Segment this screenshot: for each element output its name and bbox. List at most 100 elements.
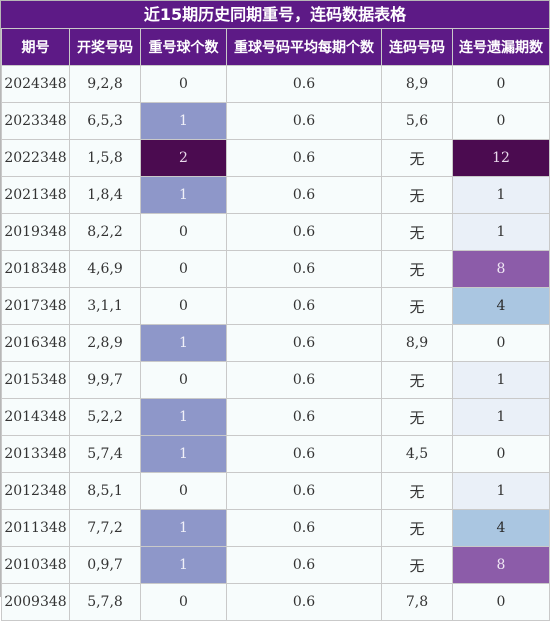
repeat-cell: 1 bbox=[140, 176, 227, 214]
table-row: 2012348 8,5,1 0 0.6 无 1 bbox=[1, 472, 550, 510]
numbers-cell: 9,9,7 bbox=[69, 361, 141, 399]
numbers-cell: 8,2,2 bbox=[69, 213, 141, 251]
gap-cell: 1 bbox=[452, 213, 550, 251]
gap-cell: 0 bbox=[452, 65, 550, 103]
avg-cell: 0.6 bbox=[226, 472, 382, 510]
consec-cell: 无 bbox=[381, 398, 453, 436]
repeat-cell: 0 bbox=[140, 65, 227, 103]
numbers-cell: 5,7,8 bbox=[69, 583, 141, 621]
avg-cell: 0.6 bbox=[226, 65, 382, 103]
avg-cell: 0.6 bbox=[226, 324, 382, 362]
table-row: 2015348 9,9,7 0 0.6 无 1 bbox=[1, 361, 550, 399]
header-consecutive-gap: 连号遗漏期数 bbox=[452, 28, 550, 66]
table-row: 2024348 9,2,8 0 0.6 8,9 0 bbox=[1, 65, 550, 103]
header-consecutive: 连码号码 bbox=[381, 28, 453, 66]
table-row: 2009348 5,7,8 0 0.6 7,8 0 bbox=[1, 583, 550, 621]
consec-cell: 无 bbox=[381, 287, 453, 325]
numbers-cell: 0,9,7 bbox=[69, 546, 141, 584]
repeat-cell: 0 bbox=[140, 472, 227, 510]
period-cell: 2022348 bbox=[1, 139, 70, 177]
repeat-cell: 1 bbox=[140, 398, 227, 436]
period-cell: 2018348 bbox=[1, 250, 70, 288]
avg-cell: 0.6 bbox=[226, 250, 382, 288]
numbers-cell: 8,5,1 bbox=[69, 472, 141, 510]
consec-cell: 无 bbox=[381, 176, 453, 214]
table-body: 2024348 9,2,8 0 0.6 8,9 0 2023348 6,5,3 1 0.6 5,6 0… bbox=[1, 65, 550, 621]
numbers-cell: 3,1,1 bbox=[69, 287, 141, 325]
gap-cell: 0 bbox=[452, 102, 550, 140]
period-cell: 2013348 bbox=[1, 435, 70, 473]
gap-cell: 8 bbox=[452, 546, 550, 584]
period-cell: 2019348 bbox=[1, 213, 70, 251]
repeat-cell: 0 bbox=[140, 287, 227, 325]
period-cell: 2012348 bbox=[1, 472, 70, 510]
consec-cell: 无 bbox=[381, 546, 453, 584]
consec-cell: 无 bbox=[381, 361, 453, 399]
header-repeat-count: 重号球个数 bbox=[140, 28, 227, 66]
avg-cell: 0.6 bbox=[226, 583, 382, 621]
repeat-cell: 0 bbox=[140, 583, 227, 621]
period-cell: 2009348 bbox=[1, 583, 70, 621]
avg-cell: 0.6 bbox=[226, 213, 382, 251]
period-cell: 2021348 bbox=[1, 176, 70, 214]
numbers-cell: 7,7,2 bbox=[69, 509, 141, 547]
numbers-cell: 6,5,3 bbox=[69, 102, 141, 140]
period-cell: 2023348 bbox=[1, 102, 70, 140]
gap-cell: 8 bbox=[452, 250, 550, 288]
header-period: 期号 bbox=[1, 28, 70, 66]
gap-cell: 0 bbox=[452, 435, 550, 473]
numbers-cell: 5,7,4 bbox=[69, 435, 141, 473]
numbers-cell: 1,5,8 bbox=[69, 139, 141, 177]
avg-cell: 0.6 bbox=[226, 139, 382, 177]
gap-cell: 4 bbox=[452, 509, 550, 547]
consec-cell: 无 bbox=[381, 139, 453, 177]
repeat-cell: 1 bbox=[140, 102, 227, 140]
table-row: 2013348 5,7,4 1 0.6 4,5 0 bbox=[1, 435, 550, 473]
gap-cell: 1 bbox=[452, 472, 550, 510]
gap-cell: 1 bbox=[452, 176, 550, 214]
consec-cell: 8,9 bbox=[381, 324, 453, 362]
repeat-cell: 1 bbox=[140, 324, 227, 362]
table-row: 2018348 4,6,9 0 0.6 无 8 bbox=[1, 250, 550, 288]
table-row: 2019348 8,2,2 0 0.6 无 1 bbox=[1, 213, 550, 251]
numbers-cell: 9,2,8 bbox=[69, 65, 141, 103]
period-cell: 2015348 bbox=[1, 361, 70, 399]
period-cell: 2010348 bbox=[1, 546, 70, 584]
period-cell: 2014348 bbox=[1, 398, 70, 436]
table-row: 2021348 1,8,4 1 0.6 无 1 bbox=[1, 176, 550, 214]
table-row: 2023348 6,5,3 1 0.6 5,6 0 bbox=[1, 102, 550, 140]
gap-cell: 1 bbox=[452, 361, 550, 399]
avg-cell: 0.6 bbox=[226, 287, 382, 325]
avg-cell: 0.6 bbox=[226, 102, 382, 140]
repeat-cell: 1 bbox=[140, 546, 227, 584]
gap-cell: 4 bbox=[452, 287, 550, 325]
gap-cell: 0 bbox=[452, 583, 550, 621]
consec-cell: 8,9 bbox=[381, 65, 453, 103]
table-row: 2014348 5,2,2 1 0.6 无 1 bbox=[1, 398, 550, 436]
consec-cell: 7,8 bbox=[381, 583, 453, 621]
table-row: 2010348 0,9,7 1 0.6 无 8 bbox=[1, 546, 550, 584]
consec-cell: 4,5 bbox=[381, 435, 453, 473]
period-cell: 2016348 bbox=[1, 324, 70, 362]
repeat-cell: 2 bbox=[140, 139, 227, 177]
avg-cell: 0.6 bbox=[226, 509, 382, 547]
repeat-cell: 0 bbox=[140, 250, 227, 288]
gap-cell: 12 bbox=[452, 139, 550, 177]
table-row: 2011348 7,7,2 1 0.6 无 4 bbox=[1, 509, 550, 547]
period-cell: 2011348 bbox=[1, 509, 70, 547]
consec-cell: 无 bbox=[381, 509, 453, 547]
table-row: 2022348 1,5,8 2 0.6 无 12 bbox=[1, 139, 550, 177]
repeat-cell: 1 bbox=[140, 435, 227, 473]
table-title: 近15期历史同期重号，连码数据表格 bbox=[1, 1, 549, 28]
gap-cell: 0 bbox=[452, 324, 550, 362]
history-table: 期号 开奖号码 重号球个数 重球号码平均每期个数 连码号码 连号遗漏期数 202… bbox=[1, 28, 550, 621]
numbers-cell: 5,2,2 bbox=[69, 398, 141, 436]
avg-cell: 0.6 bbox=[226, 176, 382, 214]
avg-cell: 0.6 bbox=[226, 361, 382, 399]
consec-cell: 无 bbox=[381, 472, 453, 510]
repeat-cell: 0 bbox=[140, 361, 227, 399]
numbers-cell: 1,8,4 bbox=[69, 176, 141, 214]
numbers-cell: 4,6,9 bbox=[69, 250, 141, 288]
consec-cell: 5,6 bbox=[381, 102, 453, 140]
